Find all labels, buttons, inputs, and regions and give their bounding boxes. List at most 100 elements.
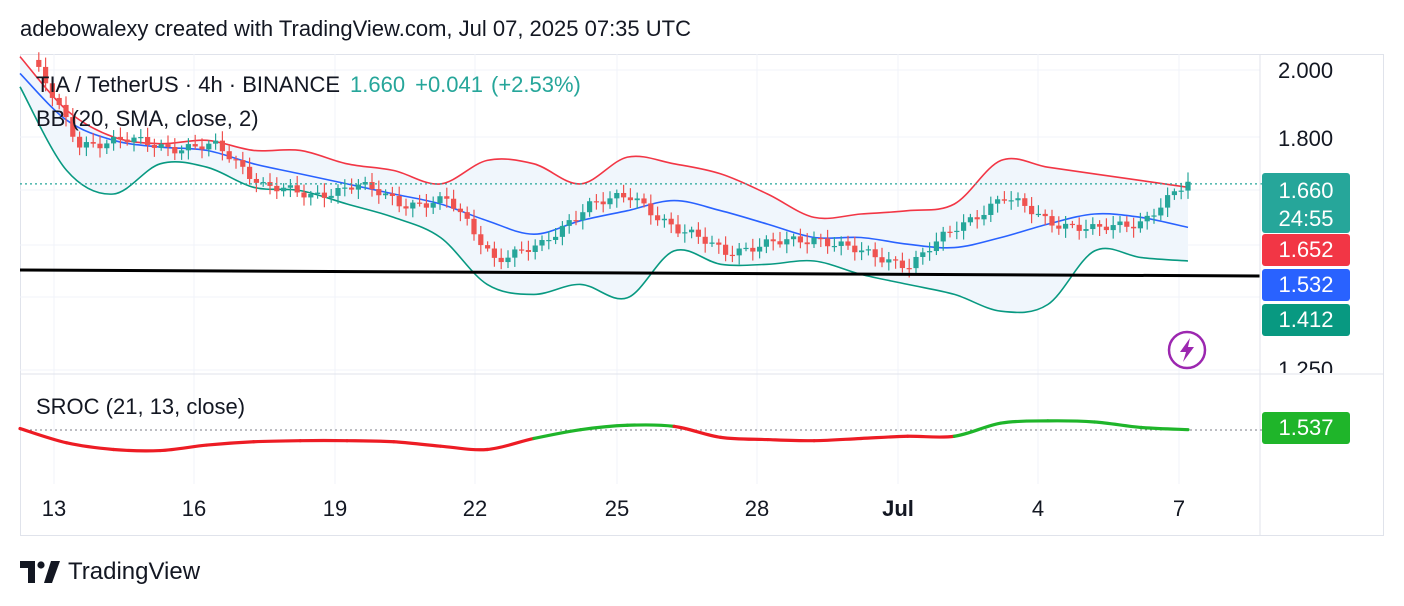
candle	[573, 210, 579, 226]
candle	[838, 236, 844, 256]
candle	[124, 132, 130, 146]
candle	[1029, 197, 1035, 224]
candle	[648, 194, 654, 225]
candle-body	[695, 229, 701, 237]
candle	[525, 240, 531, 261]
sroc-legend[interactable]: SROC (21, 13, close)	[36, 394, 246, 419]
candle	[342, 179, 348, 197]
sroc-segment	[625, 423, 676, 428]
candle-body	[845, 241, 851, 246]
candle-body	[1083, 229, 1089, 231]
candle-body	[1090, 224, 1096, 230]
candle	[797, 228, 803, 249]
candle	[505, 250, 511, 269]
candle	[852, 236, 858, 261]
candle	[301, 184, 307, 206]
sroc-segment	[18, 426, 69, 445]
candle-body	[145, 137, 151, 145]
candle-body	[519, 249, 525, 251]
candles	[36, 52, 1191, 278]
candle-body	[512, 249, 518, 258]
price-change-value: +0.041	[415, 72, 483, 97]
time-axis-label: Jul	[882, 496, 914, 521]
candle	[281, 183, 287, 197]
candle-body	[689, 229, 695, 233]
candle-body	[199, 146, 205, 150]
candle	[559, 221, 565, 246]
sroc-segment	[158, 443, 209, 453]
candle	[321, 183, 327, 208]
candle	[328, 189, 334, 203]
bollinger-lower-line	[19, 86, 1189, 314]
candle	[927, 242, 933, 261]
candle-body	[750, 247, 756, 252]
candle	[1076, 217, 1082, 240]
candle-body	[1022, 198, 1028, 206]
candle	[77, 131, 83, 156]
candle-body	[410, 202, 416, 209]
bb-upper-tag: 1.652	[1262, 234, 1350, 266]
candle	[920, 247, 926, 265]
candle	[627, 188, 633, 209]
candle	[1097, 220, 1103, 236]
candle-body	[967, 217, 973, 223]
candle	[179, 145, 185, 160]
candle-body	[709, 242, 715, 244]
candle	[1131, 217, 1137, 238]
candle-body	[498, 257, 504, 263]
candle	[376, 180, 382, 204]
candle-body	[206, 143, 212, 150]
candle	[723, 236, 729, 262]
candle-body	[886, 259, 892, 263]
candle-body	[763, 239, 769, 247]
candle	[423, 193, 429, 217]
candle-body	[287, 185, 293, 188]
candle-body	[1049, 216, 1055, 226]
candle	[1165, 187, 1171, 217]
candle	[668, 212, 674, 234]
candle	[1049, 209, 1055, 233]
candle	[702, 227, 708, 253]
sroc-segment	[1139, 425, 1190, 432]
candle-body	[879, 257, 885, 263]
candle	[1008, 191, 1014, 210]
candle-body	[940, 231, 946, 242]
candle	[1001, 191, 1007, 204]
symbol-label: TIA / TetherUS · 4h · BINANCE	[36, 72, 341, 97]
candle	[104, 139, 110, 154]
candle	[825, 229, 831, 254]
sroc-segment	[532, 428, 583, 441]
candle-body	[355, 184, 361, 190]
candle	[1103, 218, 1109, 234]
time-axis-label: 28	[744, 496, 770, 521]
candle	[1083, 219, 1089, 239]
candle	[491, 241, 497, 267]
alert-lightning-icon[interactable]	[1167, 330, 1207, 370]
chart-frame[interactable]	[20, 54, 1384, 536]
candle	[1117, 216, 1123, 233]
candle-body	[63, 104, 69, 118]
candle-body	[1076, 224, 1082, 231]
candle	[961, 214, 967, 240]
candle-body	[723, 244, 729, 255]
candle-body	[308, 193, 314, 198]
time-axis-label: 13	[41, 496, 67, 521]
candle-body	[213, 140, 219, 144]
bollinger-basis-line	[19, 72, 1189, 249]
candle	[131, 134, 137, 152]
candle-body	[321, 192, 327, 198]
candle	[886, 251, 892, 271]
tradingview-footer[interactable]: TradingView	[20, 556, 200, 588]
candle-body	[491, 248, 497, 258]
candle-body	[403, 206, 409, 209]
candle-body	[192, 144, 198, 147]
time-axis-label: 4	[1031, 496, 1045, 521]
bollinger-legend[interactable]: BB (20, SMA, close, 2)	[36, 106, 259, 131]
candle	[90, 132, 96, 148]
candle-body	[906, 268, 912, 270]
candle-body	[661, 218, 667, 221]
candle-body	[43, 66, 49, 84]
symbol-legend[interactable]: TIA / TetherUS · 4h · BINANCE 1.660 +0.041…	[36, 72, 581, 98]
candle	[682, 224, 688, 243]
